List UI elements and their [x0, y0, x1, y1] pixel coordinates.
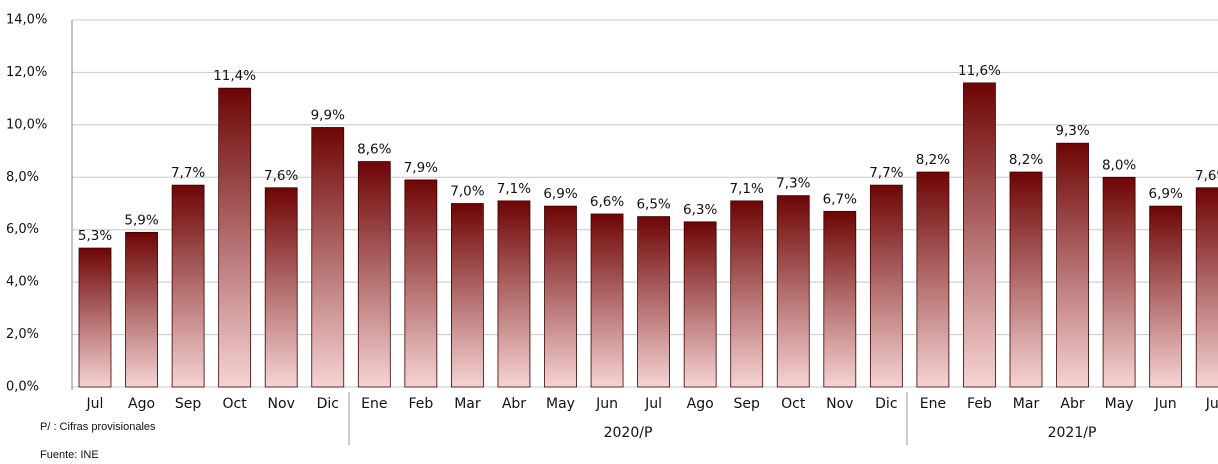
bar — [1149, 205, 1183, 388]
value-label: 6,6% — [590, 194, 624, 210]
value-label: 11,6% — [958, 63, 1001, 79]
bar — [1195, 187, 1218, 388]
x-tick-label: Feb — [967, 396, 992, 412]
x-tick-label: Ju — [1205, 396, 1218, 412]
bar — [590, 213, 624, 388]
bar — [450, 203, 484, 388]
x-tick-label: Sep — [175, 396, 202, 412]
x-tick-label: Sep — [734, 396, 761, 412]
bar — [404, 179, 438, 388]
value-label: 8,6% — [357, 142, 391, 158]
y-tick-label: 10,0% — [6, 117, 47, 132]
bar — [683, 221, 717, 388]
value-label: 7,7% — [869, 165, 903, 181]
value-label: 6,3% — [683, 202, 717, 218]
bar — [264, 187, 298, 388]
bar — [125, 231, 158, 388]
bar — [776, 195, 810, 388]
x-tick-label: Jul — [86, 396, 104, 412]
y-tick-label: 2,0% — [6, 327, 39, 342]
value-label: 7,6% — [264, 168, 298, 184]
value-label: 7,6% — [1195, 168, 1218, 184]
x-tick-label: Jun — [1154, 396, 1177, 412]
y-tick-label: 12,0% — [6, 65, 47, 80]
x-tick-label: Dic — [875, 396, 897, 412]
x-tick-label: Dic — [317, 396, 339, 412]
y-tick-label: 4,0% — [6, 275, 39, 290]
value-label: 7,9% — [404, 160, 438, 176]
y-tick-label: 8,0% — [6, 170, 39, 185]
bar — [1009, 171, 1043, 388]
bar — [357, 161, 391, 388]
x-tick-label: Ene — [920, 396, 946, 412]
y-tick-label: 0,0% — [6, 380, 39, 395]
bar — [218, 87, 252, 388]
value-label: 7,7% — [171, 165, 205, 181]
value-label: 5,9% — [124, 212, 158, 228]
bar — [730, 200, 764, 388]
bar — [1056, 142, 1089, 388]
x-tick-label: Mar — [1013, 396, 1040, 412]
x-tick-label: May — [546, 396, 575, 412]
y-tick-label: 6,0% — [6, 222, 39, 237]
y-tick-label: 14,0% — [6, 13, 47, 28]
value-label: 8,2% — [916, 152, 950, 168]
bar — [171, 184, 205, 388]
value-label: 6,7% — [823, 191, 857, 207]
value-label: 7,1% — [497, 181, 531, 197]
value-label: 6,9% — [1148, 186, 1182, 202]
value-label: 8,2% — [1009, 152, 1043, 168]
x-tick-label: Abr — [1060, 396, 1084, 412]
bar — [1102, 176, 1136, 388]
x-tick-label: Abr — [502, 396, 526, 412]
bar — [823, 210, 857, 388]
value-label: 11,4% — [213, 68, 256, 84]
x-tick-label: Mar — [454, 396, 481, 412]
value-label: 7,1% — [730, 181, 764, 197]
bar — [311, 127, 345, 388]
group-label: 2020/P — [604, 425, 653, 441]
x-tick-label: Feb — [408, 396, 433, 412]
bar — [963, 82, 996, 388]
group-label: 2021/P — [1048, 425, 1097, 441]
bar — [497, 200, 531, 388]
bar — [544, 205, 577, 388]
x-tick-label: Ene — [361, 396, 387, 412]
value-label: 9,9% — [311, 107, 345, 123]
x-tick-label: May — [1105, 396, 1134, 412]
bar — [916, 171, 950, 388]
x-tick-label: Nov — [826, 396, 853, 412]
source: Fuente: INE — [40, 449, 99, 461]
x-tick-label: Jul — [644, 396, 662, 412]
value-label: 6,5% — [636, 197, 670, 213]
x-tick-label: Ago — [128, 396, 155, 412]
value-label: 8,0% — [1102, 157, 1136, 173]
x-tick-label: Jun — [595, 396, 618, 412]
value-label: 5,3% — [78, 228, 112, 244]
value-label: 9,3% — [1055, 123, 1089, 139]
x-tick-label: Oct — [223, 396, 248, 412]
value-label: 6,9% — [543, 186, 577, 202]
x-tick-label: Oct — [781, 396, 806, 412]
x-tick-label: Nov — [268, 396, 295, 412]
bar — [78, 247, 112, 388]
bar — [637, 216, 670, 388]
note: P/ : Cifras provisionales — [40, 421, 156, 433]
bar — [869, 184, 903, 388]
x-tick-label: Ago — [687, 396, 714, 412]
value-label: 7,3% — [776, 176, 810, 192]
value-label: 7,0% — [450, 184, 484, 200]
